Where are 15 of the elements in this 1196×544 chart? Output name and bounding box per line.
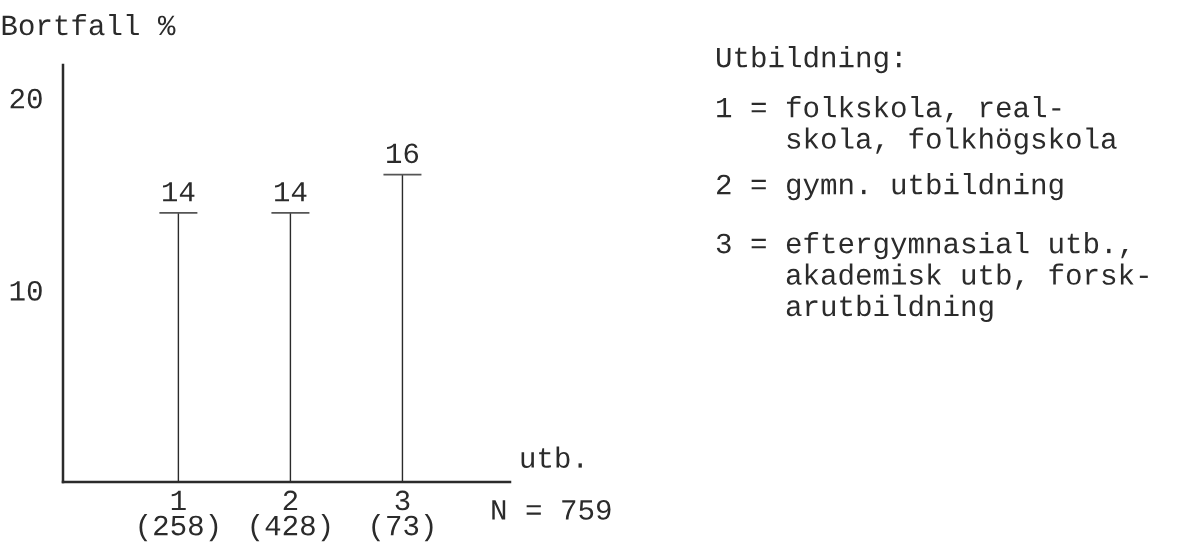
y-tick-label: 10 (10, 280, 42, 301)
x-tick-label: 3 (73) (372, 490, 433, 542)
y-tick-label: 20 (10, 88, 42, 109)
data-label: 16 (387, 143, 419, 164)
data-label: 14 (163, 182, 195, 202)
text: N = 759 (492, 500, 611, 520)
data-label: 14 (275, 182, 307, 202)
text: 3 = eftergymnasial utb., akademisk utb, forsk- arutbildning (716, 232, 1148, 323)
text: 2 = gymn. utbildning (717, 173, 1063, 201)
x-tick-label: 1 (258) (139, 490, 218, 542)
text: 1 = folkskola, real- skola, folkhögskola (717, 96, 1117, 155)
x-axis-title: utb. (521, 446, 582, 468)
x-tick-label: 2 (428) (251, 490, 330, 542)
text: Utbildning: (717, 46, 901, 74)
y-axis-title: Bortfall % (2, 13, 176, 36)
